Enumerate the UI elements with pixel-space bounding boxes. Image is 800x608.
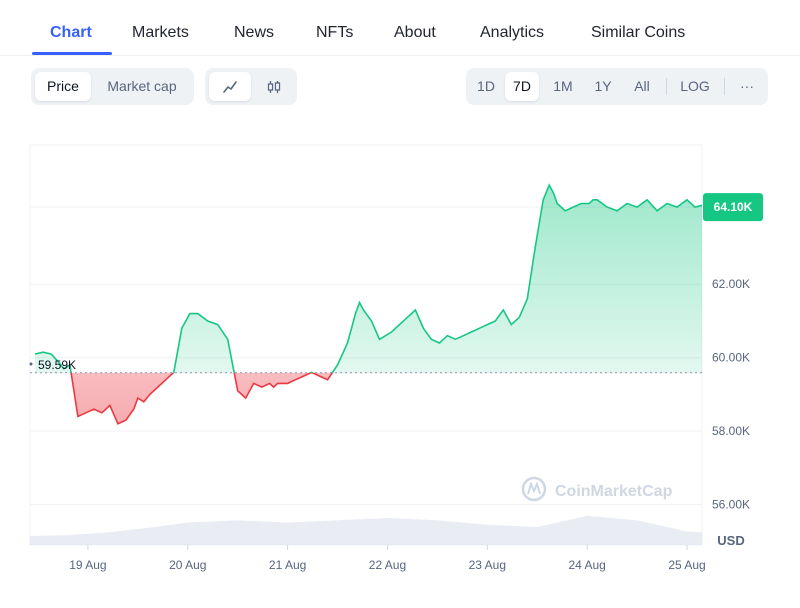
chart-tabs: Chart Markets News NFTs About Analytics … — [0, 0, 800, 56]
range-1d-button[interactable]: 1D — [477, 78, 495, 94]
y-tick-label: 56.00K — [712, 498, 750, 512]
x-tick-label: 20 Aug — [169, 558, 206, 572]
price-chart[interactable]: CoinMarketCap 56.00K 58.00K 60.00K 62.00K 1… — [0, 130, 800, 608]
more-divider — [724, 78, 725, 95]
x-tick-label: 23 Aug — [469, 558, 506, 572]
x-tick-label: 25 Aug — [668, 558, 705, 572]
range-1m-button[interactable]: 1M — [553, 78, 573, 94]
current-price-tag: 64.10K — [703, 193, 763, 222]
time-range-toggle: 1D 7D 1M 1Y All LOG ··· — [466, 68, 768, 105]
tab-markets[interactable]: Markets — [132, 24, 189, 41]
tab-analytics[interactable]: Analytics — [480, 24, 545, 41]
tab-about[interactable]: About — [394, 24, 436, 41]
price-line-up — [34, 183, 703, 373]
price-area-down — [35, 372, 702, 424]
candlestick-button[interactable] — [255, 72, 293, 101]
currency-label: USD — [717, 533, 744, 548]
market-cap-button[interactable]: Market cap — [107, 78, 177, 94]
x-tick-label: 21 Aug — [269, 558, 306, 572]
x-tick-label: 19 Aug — [69, 558, 106, 572]
y-axis: 56.00K 58.00K 60.00K 62.00K — [712, 277, 750, 511]
y-tick-label: 58.00K — [712, 424, 750, 438]
volume-area — [30, 515, 702, 545]
baseline-label: 59.59K — [38, 358, 76, 372]
chart-style-toggle — [205, 68, 297, 105]
baseline-tag: 59.59K — [29, 358, 76, 372]
price-area-up — [35, 185, 702, 373]
line-chart-button[interactable] — [209, 72, 251, 101]
active-tab-indicator — [32, 52, 112, 55]
metric-toggle: Price Market cap — [31, 68, 194, 105]
x-tick-label: 24 Aug — [568, 558, 605, 572]
current-price-label: 64.10K — [714, 200, 753, 214]
watermark-text: CoinMarketCap — [555, 483, 673, 500]
x-tick-label: 22 Aug — [369, 558, 406, 572]
tab-nfts[interactable]: NFTs — [316, 24, 354, 41]
candlestick-icon — [267, 81, 281, 94]
range-1y-button[interactable]: 1Y — [594, 78, 612, 94]
range-divider — [666, 78, 667, 95]
y-tick-label: 62.00K — [712, 277, 750, 291]
tab-news[interactable]: News — [234, 24, 275, 41]
tab-chart[interactable]: Chart — [50, 24, 92, 41]
range-all-button[interactable]: All — [634, 78, 650, 94]
price-button[interactable]: Price — [35, 72, 91, 101]
price-line-down — [70, 372, 334, 425]
more-options-button[interactable]: ··· — [740, 78, 754, 94]
tab-similar-coins[interactable]: Similar Coins — [591, 24, 686, 41]
y-tick-label: 60.00K — [712, 351, 750, 365]
log-scale-button[interactable]: LOG — [680, 78, 710, 94]
watermark: CoinMarketCap — [521, 476, 673, 502]
line-chart-icon — [223, 81, 237, 94]
x-axis: 19 Aug 20 Aug 21 Aug 22 Aug 23 Aug 24 Aug 25 A… — [69, 545, 706, 572]
range-7d-button[interactable]: 7D — [505, 72, 539, 101]
